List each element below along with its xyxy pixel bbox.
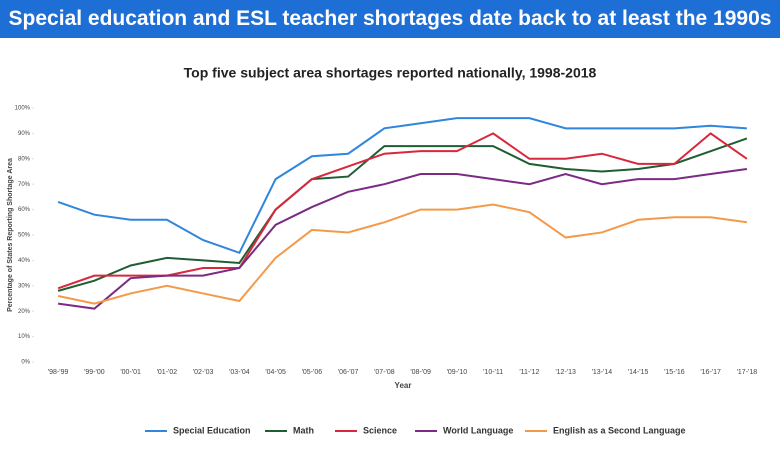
series-line — [57, 132, 748, 290]
x-tick-label: '09-'10 — [447, 369, 468, 376]
y-tick-label: 30% — [18, 283, 31, 289]
x-axis-title: Year — [395, 381, 412, 390]
x-tick-label: '07-'08 — [374, 369, 395, 376]
y-tick-label: 80% — [18, 156, 31, 162]
y-tick-label: 50% — [18, 233, 31, 239]
x-tick-label: '05-'06 — [302, 369, 323, 376]
x-tick-label: '04-'05 — [265, 369, 286, 376]
legend-label: Special Education — [173, 425, 251, 435]
series-line — [57, 137, 748, 292]
series-line — [57, 117, 747, 255]
chart-title: Top five subject area shortages reported… — [184, 65, 597, 81]
x-tick-label: '08-'09 — [410, 369, 431, 376]
x-tick-label: '99-'00 — [84, 369, 105, 376]
x-tick-label: '12-'13 — [555, 369, 576, 376]
legend-label: Math — [293, 425, 314, 435]
x-tick-label: '00-'01 — [120, 369, 141, 376]
x-tick-label: '98-'99 — [48, 369, 69, 376]
y-tick-label: 100% — [15, 106, 31, 112]
x-tick-label: '17-'18 — [737, 369, 758, 376]
x-tick-label: '03-'04 — [229, 369, 250, 376]
x-tick-label: '11-'12 — [519, 369, 539, 376]
y-axis-title: Percentage of States Reporting Shortage … — [7, 158, 14, 312]
chart: Top five subject area shortages reported… — [7, 65, 758, 436]
y-tick-label: 40% — [18, 258, 31, 264]
x-tick-label: '06-'07 — [338, 369, 359, 376]
x-tick-label: '02-'03 — [193, 369, 214, 376]
banner: Special education and ESL teacher shorta… — [0, 0, 780, 38]
y-tick-label: 60% — [18, 207, 31, 213]
x-tick-label: '10-'11 — [483, 369, 503, 376]
x-tick-label: '13-'14 — [592, 369, 613, 376]
y-tick-label: 20% — [18, 309, 31, 315]
series-line — [57, 167, 748, 310]
x-tick-label: '15-'16 — [664, 369, 685, 376]
x-tick-label: '14-'15 — [628, 369, 649, 376]
x-tick-label: '16-'17 — [700, 369, 721, 376]
legend-label: English as a Second Language — [553, 425, 686, 435]
y-tick-label: 90% — [18, 131, 31, 137]
legend-label: Science — [363, 425, 397, 435]
y-tick-label: 70% — [18, 182, 31, 188]
legend-label: World Language — [443, 425, 513, 435]
series-line — [57, 203, 748, 305]
y-tick-label: 0% — [21, 360, 30, 366]
x-tick-label: '01-'02 — [157, 369, 178, 376]
y-tick-label: 10% — [18, 334, 31, 340]
